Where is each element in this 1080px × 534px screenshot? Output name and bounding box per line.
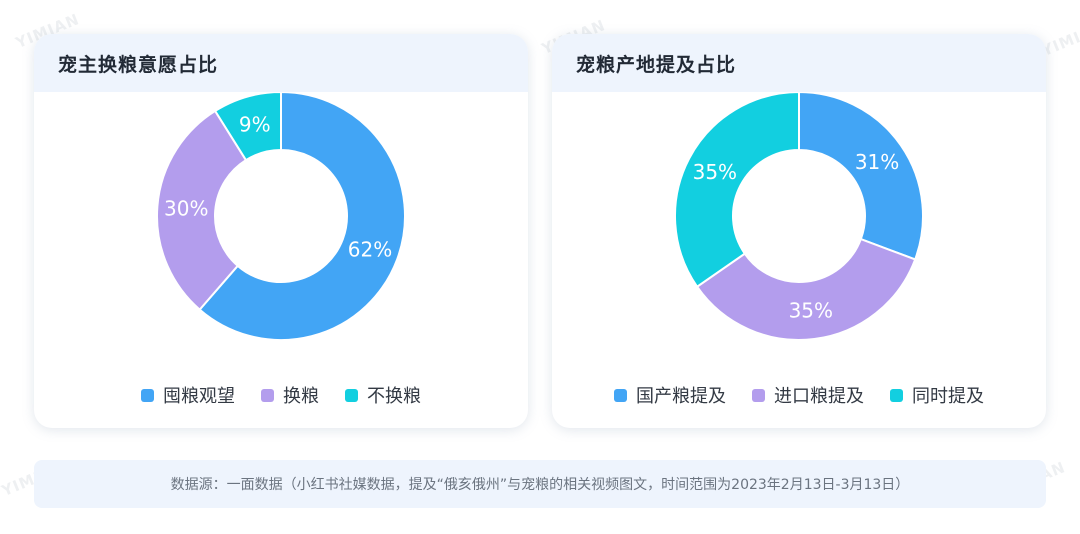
legend-label: 不换粮 (367, 386, 421, 407)
legend-swatch (890, 388, 903, 402)
chart-title: 宠粮产地提及占比 (576, 53, 737, 76)
legend-item-2: 不换粮 (345, 382, 421, 408)
legend-label: 同时提及 (912, 386, 984, 407)
chart-card-origin-mention: 宠粮产地提及占比 31% 35% 35% 国产粮提及 进口粮提及 同时提及 (552, 34, 1046, 428)
legend-item-2: 同时提及 (890, 382, 984, 408)
data-label-0: 31% (855, 150, 899, 174)
legend-swatch (261, 388, 274, 402)
legend-item-1: 进口粮提及 (752, 382, 864, 408)
card-header: 宠主换粮意愿占比 (34, 34, 528, 92)
legend-item-0: 囤粮观望 (141, 382, 235, 408)
legend-swatch (345, 388, 358, 402)
legend-label: 囤粮观望 (163, 386, 235, 407)
legend-item-1: 换粮 (261, 382, 319, 408)
donut-slice-1 (156, 109, 248, 312)
donut-chart-origin-mention: 31% 35% 35% (674, 92, 924, 341)
donut-slice-1 (695, 237, 917, 341)
legend-item-0: 国产粮提及 (614, 382, 726, 408)
donut-slice-0 (198, 92, 406, 341)
legend-label: 国产粮提及 (636, 386, 726, 407)
chart-title: 宠主换粮意愿占比 (58, 53, 219, 76)
chart-legend: 囤粮观望 换粮 不换粮 (34, 382, 528, 408)
donut-slice-0 (798, 92, 924, 261)
card-header: 宠粮产地提及占比 (552, 34, 1046, 92)
legend-label: 换粮 (283, 386, 319, 407)
donut-chart-switch-intent: 62% 30% 9% (156, 92, 406, 341)
legend-swatch (752, 388, 765, 402)
data-label-2: 9% (239, 113, 271, 137)
chart-legend: 国产粮提及 进口粮提及 同时提及 (552, 382, 1046, 408)
legend-label: 进口粮提及 (774, 386, 864, 407)
data-label-2: 35% (693, 160, 737, 184)
donut-slice-2 (674, 92, 800, 289)
chart-card-switch-intent: 宠主换粮意愿占比 62% 30% 9% 囤粮观望 换粮 不换粮 (34, 34, 528, 428)
donut-slice-2 (213, 92, 282, 162)
source-note-bar: 数据源：一面数据（小红书社媒数据，提及“俄亥俄州”与宠粮的相关视频图文，时间范围… (34, 460, 1046, 508)
source-note: 数据源：一面数据（小红书社媒数据，提及“俄亥俄州”与宠粮的相关视频图文，时间范围… (170, 477, 910, 493)
data-label-1: 30% (164, 197, 208, 221)
data-label-0: 62% (348, 237, 392, 261)
legend-swatch (614, 388, 627, 402)
data-label-1: 35% (789, 298, 833, 322)
legend-swatch (141, 388, 154, 402)
